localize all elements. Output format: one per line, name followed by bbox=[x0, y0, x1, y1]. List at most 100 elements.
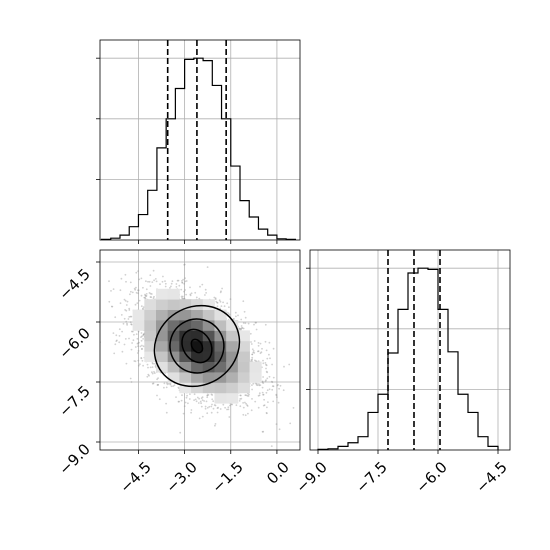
sample-point bbox=[149, 274, 152, 277]
sample-point bbox=[184, 280, 187, 283]
density-cell bbox=[202, 320, 215, 331]
sample-point bbox=[130, 330, 133, 333]
sample-point bbox=[292, 407, 295, 409]
density-cell bbox=[144, 351, 157, 362]
sample-point bbox=[140, 277, 143, 280]
sample-point bbox=[247, 412, 249, 415]
sample-point bbox=[241, 327, 244, 329]
sample-point bbox=[175, 396, 177, 398]
sample-point bbox=[276, 384, 279, 387]
sample-point bbox=[125, 320, 128, 323]
joint-xtick-label: 0.0 bbox=[263, 458, 293, 488]
density-cell bbox=[156, 330, 169, 342]
density-cell bbox=[191, 382, 204, 394]
density-cell bbox=[179, 351, 192, 362]
density-cell bbox=[202, 351, 215, 362]
sample-point bbox=[224, 406, 227, 409]
density-cell bbox=[179, 320, 192, 331]
sample-point bbox=[130, 323, 133, 326]
density-cell bbox=[237, 330, 250, 342]
density-cell bbox=[144, 320, 157, 331]
density-cell bbox=[179, 372, 192, 383]
density-cell bbox=[144, 299, 157, 310]
sample-point bbox=[131, 330, 134, 333]
sample-point bbox=[153, 279, 156, 282]
joint-ticks bbox=[96, 261, 278, 454]
sample-point bbox=[255, 321, 257, 324]
density-cell bbox=[144, 309, 157, 321]
density-cell bbox=[214, 309, 227, 321]
sample-point bbox=[257, 394, 260, 397]
sample-point bbox=[142, 333, 145, 336]
sample-point bbox=[248, 393, 250, 396]
sample-point bbox=[221, 287, 224, 290]
sample-point bbox=[136, 302, 139, 304]
sample-point bbox=[255, 382, 258, 385]
sample-point bbox=[228, 313, 231, 316]
joint-ytick-label: −4.5 bbox=[55, 265, 93, 303]
sample-point bbox=[251, 358, 254, 361]
sample-point bbox=[194, 291, 197, 294]
sample-point bbox=[130, 315, 133, 318]
sample-point bbox=[252, 351, 255, 354]
sample-point bbox=[275, 423, 278, 425]
sample-point bbox=[268, 353, 270, 356]
sample-point bbox=[145, 288, 148, 291]
sample-point bbox=[200, 405, 203, 408]
sample-point bbox=[166, 383, 169, 386]
density-cell bbox=[132, 320, 145, 331]
sample-point bbox=[140, 332, 143, 334]
sample-point bbox=[118, 341, 121, 344]
sample-point bbox=[264, 340, 267, 343]
sample-point bbox=[190, 411, 193, 414]
sample-point bbox=[135, 291, 138, 294]
sample-point bbox=[268, 341, 271, 344]
sample-point bbox=[265, 363, 267, 366]
sample-point bbox=[245, 394, 248, 397]
sample-point bbox=[193, 393, 196, 396]
sample-point bbox=[137, 330, 140, 333]
sample-point bbox=[198, 397, 201, 400]
sample-point bbox=[242, 322, 245, 324]
sample-point bbox=[239, 398, 242, 400]
sample-point bbox=[131, 342, 134, 344]
sample-point bbox=[134, 303, 137, 306]
sample-point bbox=[177, 386, 180, 389]
density-cell bbox=[179, 382, 192, 394]
sample-point bbox=[251, 356, 254, 359]
sample-point bbox=[181, 281, 184, 284]
sample-point bbox=[242, 402, 245, 404]
sample-point bbox=[154, 278, 157, 280]
sample-point bbox=[212, 400, 215, 403]
sample-point bbox=[144, 296, 146, 299]
sample-point bbox=[125, 362, 128, 365]
density-cell bbox=[191, 372, 204, 383]
sample-point bbox=[247, 322, 250, 325]
sample-point bbox=[270, 445, 273, 447]
sample-point bbox=[265, 412, 268, 414]
sample-point bbox=[169, 382, 172, 385]
sample-point bbox=[156, 394, 158, 397]
sample-point bbox=[108, 280, 110, 283]
sample-point bbox=[164, 372, 167, 374]
sample-point bbox=[272, 400, 275, 403]
sample-point bbox=[113, 352, 116, 355]
sample-point bbox=[229, 404, 231, 407]
sample-point bbox=[210, 405, 213, 408]
sample-point bbox=[184, 401, 187, 404]
sample-point bbox=[149, 292, 152, 295]
sample-point bbox=[159, 283, 161, 286]
sample-point bbox=[144, 294, 147, 297]
sample-point bbox=[265, 370, 268, 373]
sample-point bbox=[257, 406, 260, 409]
sample-point bbox=[244, 316, 247, 319]
density-cell bbox=[237, 351, 250, 362]
sample-point bbox=[128, 337, 130, 340]
sample-point bbox=[140, 357, 143, 359]
density-cell bbox=[179, 330, 192, 342]
sample-point bbox=[268, 375, 271, 378]
sample-point bbox=[254, 321, 257, 324]
sample-point bbox=[254, 359, 256, 362]
right-xtick-label: −4.5 bbox=[472, 458, 510, 496]
sample-point bbox=[194, 398, 197, 401]
